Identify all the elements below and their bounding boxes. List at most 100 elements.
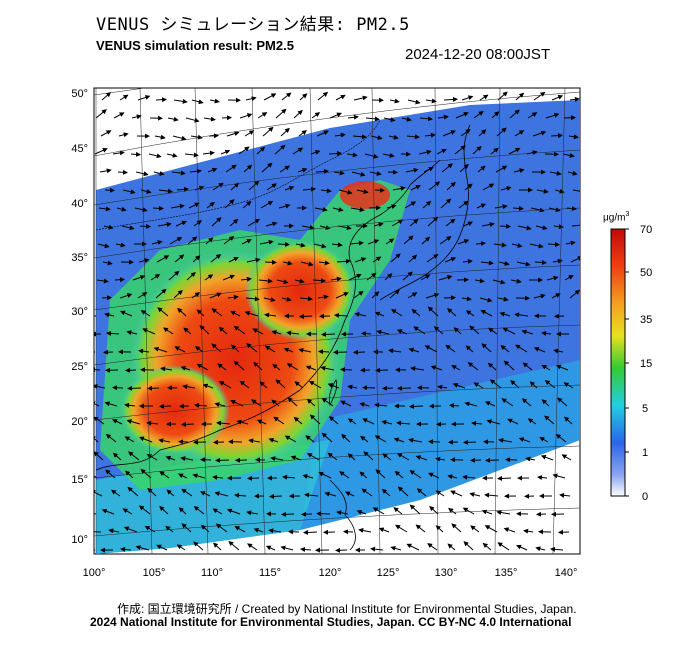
wind-arrow bbox=[433, 326, 444, 335]
colorbar-tick-label: 15 bbox=[640, 358, 652, 370]
wind-arrow bbox=[230, 310, 241, 317]
wind-arrow bbox=[527, 418, 537, 425]
wind-arrow bbox=[490, 147, 499, 155]
wind-arrow bbox=[178, 507, 187, 515]
wind-arrow bbox=[94, 513, 97, 515]
wind-arrow bbox=[529, 381, 538, 389]
wind-arrow bbox=[238, 146, 250, 155]
wind-arrow bbox=[119, 293, 133, 299]
wind-arrow bbox=[153, 346, 168, 353]
wind-arrow bbox=[423, 167, 434, 173]
wind-arrow bbox=[459, 163, 469, 173]
wind-arrow bbox=[225, 164, 237, 173]
wind-arrow bbox=[119, 94, 129, 101]
wind-arrow bbox=[283, 347, 294, 353]
wind-arrow bbox=[347, 114, 359, 120]
wind-arrow bbox=[461, 95, 474, 101]
wind-arrow bbox=[335, 547, 348, 553]
wind-arrow bbox=[572, 189, 580, 192]
wind-arrow bbox=[375, 367, 389, 373]
wind-arrow bbox=[260, 201, 274, 209]
wind-arrow bbox=[498, 261, 510, 266]
wind-arrow bbox=[218, 381, 232, 389]
wind-arrow bbox=[475, 241, 486, 246]
wind-arrow bbox=[381, 488, 391, 497]
wind-arrow bbox=[353, 95, 368, 101]
wind-arrow bbox=[302, 186, 316, 192]
wind-arrow bbox=[410, 185, 421, 191]
wind-arrow bbox=[509, 109, 520, 119]
wind-arrow bbox=[391, 309, 403, 317]
wind-arrow bbox=[453, 327, 462, 335]
wind-arrow bbox=[561, 454, 572, 461]
wind-arrow bbox=[248, 438, 261, 444]
wind-arrow bbox=[244, 130, 255, 137]
wind-arrow bbox=[444, 257, 457, 263]
wind-arrow bbox=[375, 469, 386, 479]
wind-arrow bbox=[479, 297, 493, 303]
wind-arrow bbox=[356, 189, 369, 194]
wind-arrow bbox=[328, 150, 342, 156]
wind-arrow bbox=[262, 126, 274, 137]
wind-arrow bbox=[286, 363, 299, 371]
wind-arrow bbox=[305, 435, 315, 443]
lon-label: 100° bbox=[83, 567, 106, 579]
wind-arrow bbox=[135, 545, 150, 551]
wind-arrow bbox=[374, 187, 385, 193]
wind-arrow bbox=[94, 490, 103, 497]
wind-arrow bbox=[363, 451, 374, 461]
wind-arrow bbox=[315, 168, 329, 174]
wind-arrow bbox=[464, 401, 478, 407]
wind-arrow bbox=[385, 238, 395, 245]
wind-arrow bbox=[194, 346, 204, 353]
wind-arrow bbox=[348, 273, 362, 281]
wind-arrow bbox=[202, 383, 214, 389]
colorbar-tick-label: 0 bbox=[642, 491, 648, 503]
wind-arrow bbox=[228, 540, 240, 551]
wind-arrow bbox=[211, 343, 222, 353]
wind-arrow bbox=[221, 115, 232, 121]
wind-arrow bbox=[536, 188, 549, 194]
wind-arrow bbox=[165, 455, 176, 461]
wind-arrow bbox=[284, 185, 295, 191]
wind-arrow bbox=[463, 541, 474, 551]
wind-arrow bbox=[408, 254, 418, 263]
wind-arrow bbox=[333, 170, 345, 176]
wind-arrow bbox=[551, 293, 561, 299]
wind-arrow bbox=[281, 511, 295, 517]
wind-arrow bbox=[120, 546, 132, 552]
wind-arrow bbox=[209, 292, 222, 299]
wind-arrow bbox=[246, 257, 261, 263]
wind-arrow bbox=[146, 420, 159, 426]
wind-arrow bbox=[189, 168, 202, 174]
wind-arrow bbox=[244, 310, 259, 317]
wind-arrow bbox=[246, 510, 259, 516]
wind-arrow bbox=[478, 129, 487, 137]
wind-arrow bbox=[516, 544, 528, 551]
wind-arrow bbox=[386, 204, 397, 210]
wind-arrow bbox=[152, 205, 164, 211]
wind-arrow bbox=[362, 418, 375, 425]
wind-arrow bbox=[541, 330, 552, 336]
wind-arrow bbox=[477, 165, 486, 173]
wind-arrow bbox=[486, 419, 501, 425]
wind-arrow bbox=[328, 416, 339, 425]
wind-arrow bbox=[334, 312, 349, 318]
wind-arrow bbox=[563, 115, 576, 121]
wind-arrow bbox=[158, 438, 171, 444]
wind-arrow bbox=[540, 454, 554, 461]
wind-arrow bbox=[294, 278, 305, 284]
lon-label: 115° bbox=[259, 567, 281, 579]
wind-arrow bbox=[353, 290, 364, 299]
wind-arrow bbox=[203, 116, 216, 122]
wind-arrow bbox=[319, 225, 331, 230]
wind-arrow bbox=[496, 127, 507, 137]
taiwan-coastline bbox=[329, 379, 338, 407]
wind-arrow bbox=[450, 490, 463, 497]
wind-arrow bbox=[94, 451, 104, 461]
lon-label: 110° bbox=[201, 567, 223, 579]
map-title-japanese: VENUS シミュレーション結果: PM2.5 bbox=[96, 15, 410, 35]
wind-arrow bbox=[247, 218, 261, 227]
wind-arrow bbox=[404, 201, 417, 209]
